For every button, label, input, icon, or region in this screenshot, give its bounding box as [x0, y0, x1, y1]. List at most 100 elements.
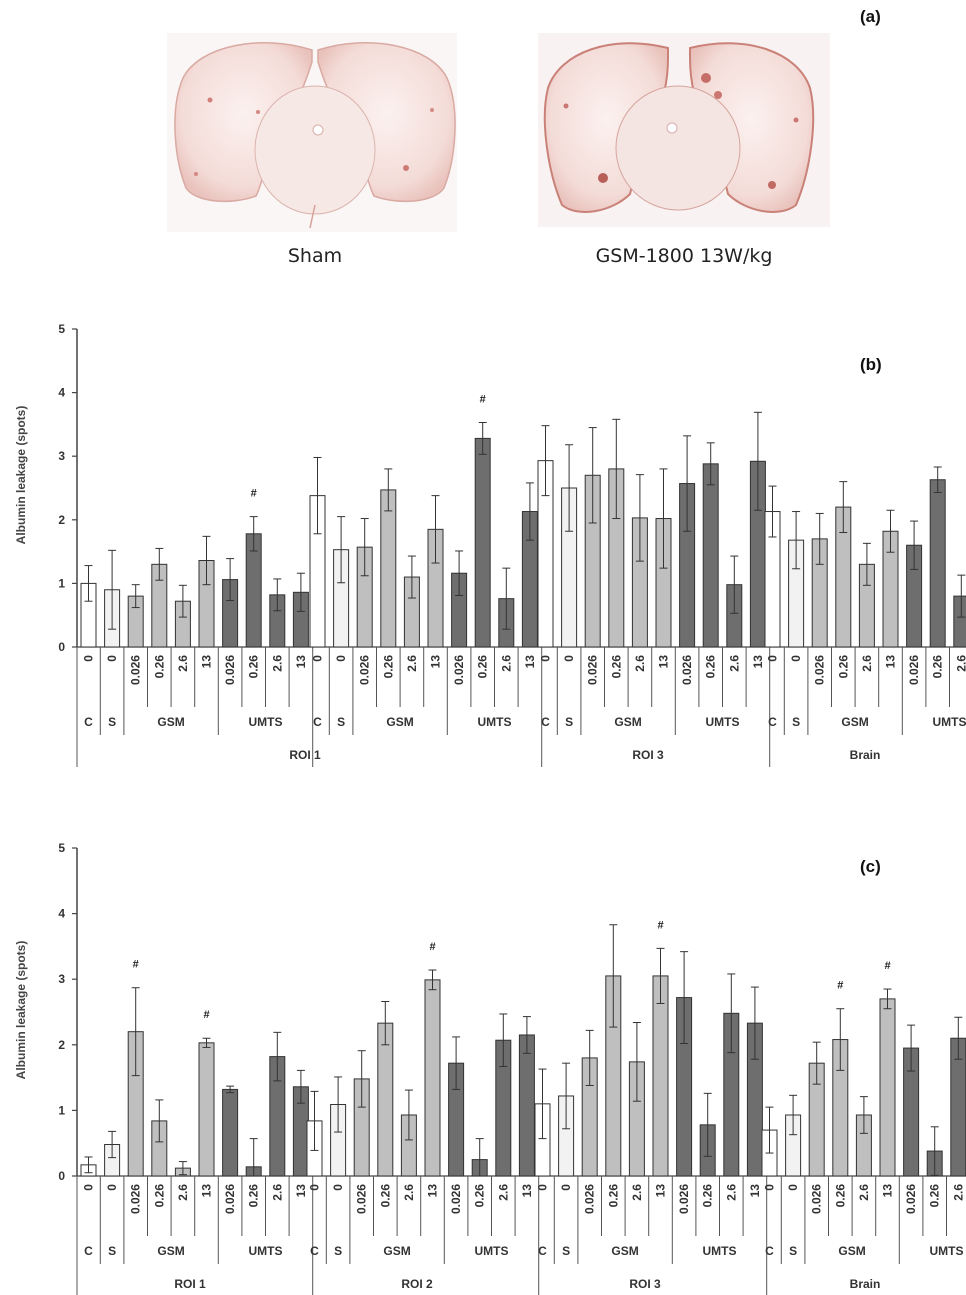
panel-c-letter: (c)	[860, 857, 881, 876]
x-tick-label-sar: 0	[334, 655, 348, 662]
x-tick-label-sar: 0.26	[247, 1184, 261, 1208]
x-tick-label-sar: 0.026	[586, 655, 600, 685]
x-tick-label-sar: 2.6	[496, 1184, 510, 1201]
x-tick-label-sar: 2.6	[405, 655, 419, 672]
y-tick-label: 4	[58, 386, 65, 400]
x-tick-label-sar: 0.026	[904, 1184, 918, 1214]
x-tick-label-sar: 13	[748, 1184, 762, 1198]
brain-section-image	[167, 33, 457, 232]
x-tick-label-sar: 2.6	[176, 655, 190, 672]
x-group-label: GSM	[838, 1244, 865, 1258]
x-tick-label-sar: 0.026	[907, 655, 921, 685]
x-tick-label-sar: 0	[311, 655, 325, 662]
x-group-label: GSM	[386, 715, 413, 729]
bar	[377, 1022, 394, 1177]
x-group-label: C	[538, 1244, 547, 1258]
x-tick-label-sar: 0	[105, 655, 119, 662]
x-group-label: C	[310, 1244, 319, 1258]
x-tick-label-sar: 0.026	[223, 1184, 237, 1214]
x-tick-label-sar: 0.026	[358, 655, 372, 685]
x-tick-label-sar: 0.026	[129, 1184, 143, 1214]
x-tick-label-sar: 2.6	[727, 655, 741, 672]
x-group-label: S	[562, 1244, 570, 1258]
chart-panel-b: (b) Albumin leakage (spots) 0 1 2 3 4 5 0 0 0.02…	[14, 322, 966, 767]
x-tick-label-sar: 0	[786, 1184, 800, 1191]
chart-panel-c: (c) Albumin leakage (spots) 0 1 2 3 4 5 0 0 0.02…	[14, 841, 966, 1295]
x-region-label: Brain	[850, 748, 881, 762]
x-tick-label-sar: 0	[562, 655, 576, 662]
x-tick-label-sar: 0	[82, 1184, 96, 1191]
x-group-label: S	[334, 1244, 342, 1258]
x-group-label: GSM	[841, 715, 868, 729]
x-tick-label-sar: 13	[654, 1184, 668, 1198]
x-group-label: S	[337, 715, 345, 729]
bar	[222, 1088, 239, 1177]
bar	[518, 1034, 535, 1177]
x-group-label: C	[768, 715, 777, 729]
x-tick-label-sar: 0.026	[129, 655, 143, 685]
x-tick-label-sar: 0.26	[609, 655, 623, 679]
x-tick-label-sar: 13	[200, 655, 214, 669]
x-tick-label-sar: 0	[559, 1184, 573, 1191]
x-group-label: S	[789, 1244, 797, 1258]
x-tick-label-sar: 0.026	[452, 655, 466, 685]
bar	[198, 1042, 215, 1177]
y-tick-label: 0	[58, 1169, 65, 1183]
x-group-label: C	[541, 715, 550, 729]
y-tick-label: 3	[58, 972, 65, 986]
x-tick-label-sar: 13	[426, 1184, 440, 1198]
y-axis-label: Albumin leakage (spots)	[14, 941, 28, 1080]
x-tick-label-sar: 0.26	[836, 655, 850, 679]
x-group-label: GSM	[157, 715, 184, 729]
bar	[474, 437, 491, 648]
y-tick-label: 5	[58, 322, 65, 336]
x-group-label: UMTS	[475, 1244, 509, 1258]
x-tick-label-sar: 13	[200, 1184, 214, 1198]
y-tick-label: 2	[58, 513, 65, 527]
x-tick-label-sar: 0.26	[928, 1184, 942, 1208]
x-tick-label-sar: 2.6	[951, 1184, 965, 1201]
x-region-label: ROI 1	[289, 748, 321, 762]
x-group-label: GSM	[383, 1244, 410, 1258]
y-tick-label: 2	[58, 1038, 65, 1052]
significance-mark: #	[837, 980, 843, 992]
x-tick-label-sar: 2.6	[630, 1184, 644, 1201]
x-tick-label-sar: 13	[429, 655, 443, 669]
x-group-label: S	[108, 715, 116, 729]
significance-mark: #	[429, 941, 435, 953]
x-group-label: S	[792, 715, 800, 729]
x-group-label: UMTS	[249, 1244, 283, 1258]
image-caption-sham: Sham	[288, 245, 342, 267]
x-region-label: ROI 3	[629, 1277, 661, 1291]
x-tick-label-sar: 0	[536, 1184, 550, 1191]
x-tick-label-sar: 13	[884, 655, 898, 669]
x-tick-label-sar: 0	[766, 655, 780, 662]
x-group-label: GSM	[614, 715, 641, 729]
x-tick-label-sar: 0.026	[810, 1184, 824, 1214]
x-group-label: C	[313, 715, 322, 729]
x-tick-label-sar: 0.26	[606, 1184, 620, 1208]
x-tick-label-sar: 0	[308, 1184, 322, 1191]
x-tick-label-sar: 0.026	[355, 1184, 369, 1214]
x-tick-label-sar: 13	[520, 1184, 534, 1198]
bar	[380, 489, 397, 648]
x-tick-label-sar: 13	[523, 655, 537, 669]
bar	[424, 979, 441, 1177]
y-tick-label: 5	[58, 841, 65, 855]
x-tick-label-sar: 2.6	[402, 1184, 416, 1201]
x-tick-label-sar: 13	[294, 655, 308, 669]
x-tick-label-sar: 13	[881, 1184, 895, 1198]
significance-mark: #	[884, 960, 890, 972]
x-tick-label-sar: 0	[331, 1184, 345, 1191]
x-tick-label-sar: 2.6	[270, 1184, 284, 1201]
x-group-label: GSM	[611, 1244, 638, 1258]
bar	[929, 479, 946, 648]
x-tick-label-sar: 0.26	[931, 655, 945, 679]
bar	[953, 595, 966, 648]
x-group-label: UMTS	[930, 1244, 964, 1258]
x-tick-label-sar: 0.26	[701, 1184, 715, 1208]
x-group-label: UMTS	[703, 1244, 737, 1258]
y-tick-label: 1	[58, 576, 65, 590]
x-region-label: ROI 1	[174, 1277, 206, 1291]
